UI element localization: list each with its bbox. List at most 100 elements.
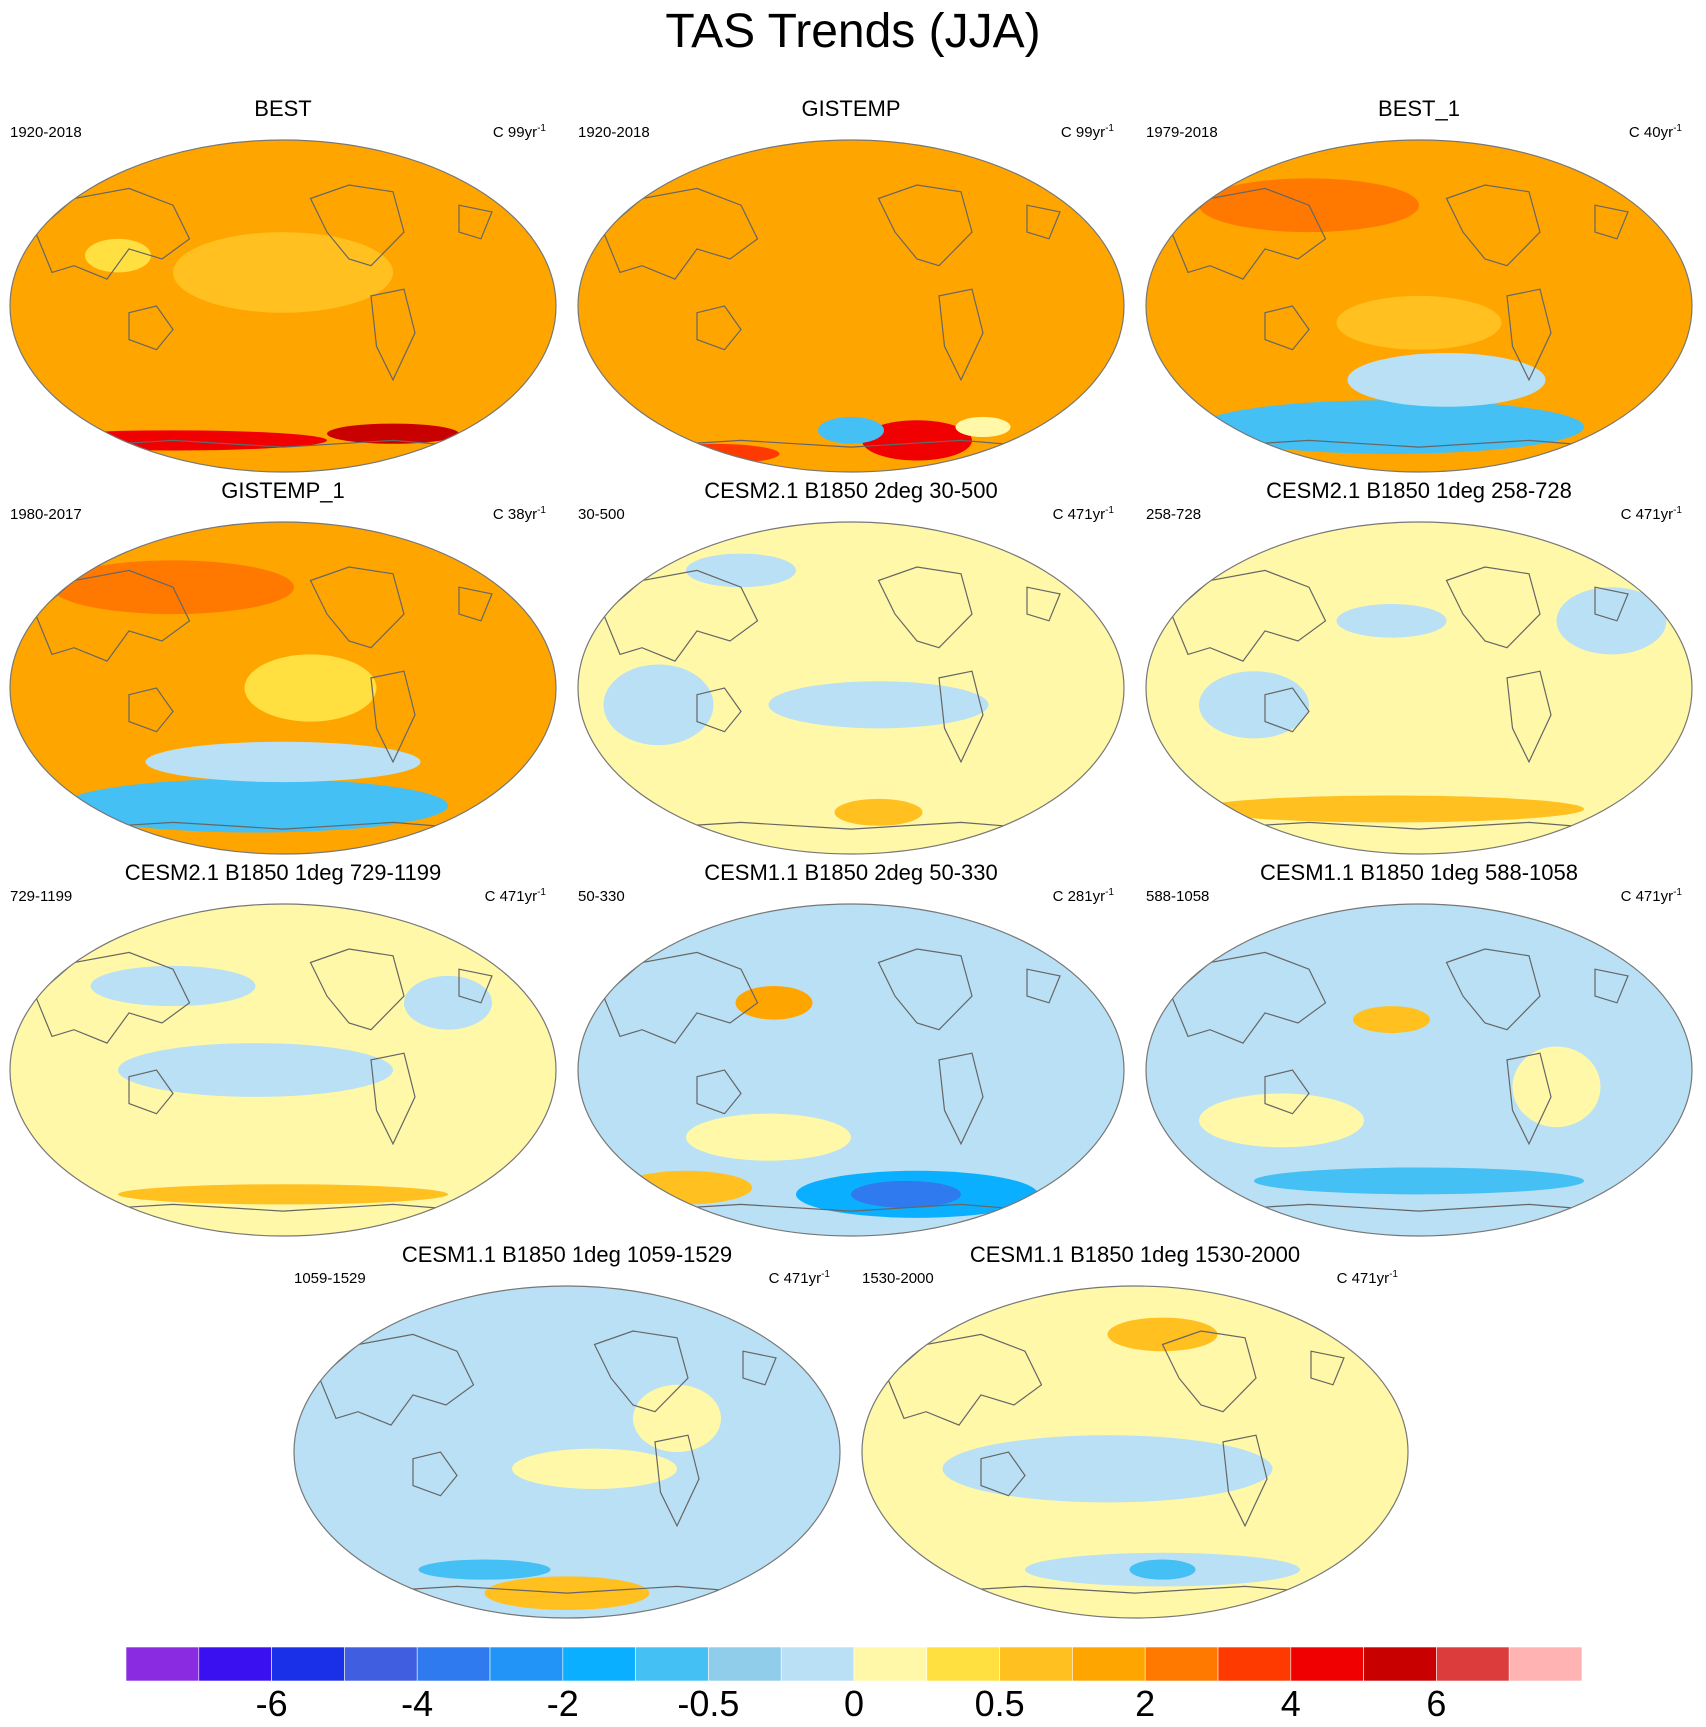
trend-anomaly-region: [173, 232, 393, 313]
coastline: [1445, 566, 1541, 649]
panel-title: GISTEMP_1: [221, 478, 345, 503]
units-text: C 38yr: [492, 506, 538, 523]
trend-anomaly-region: [1199, 1093, 1364, 1148]
coastline: [34, 569, 191, 662]
coastline: [1170, 187, 1327, 280]
coastline: [696, 1069, 742, 1115]
coastline: [1026, 968, 1061, 1004]
coastline: [1310, 1350, 1345, 1386]
panel-units-label: C 471yr-1: [1053, 502, 1114, 524]
coastline: [309, 184, 405, 267]
coastline: [128, 687, 174, 733]
coastline: [1161, 1330, 1257, 1413]
panel-title: BEST_1: [1378, 96, 1460, 121]
map-outline: [1145, 903, 1693, 1237]
coastline: [1506, 670, 1552, 764]
map-panel: BEST 1920-2018 C 99yr-1: [0, 96, 566, 476]
panel-period-label: 1059-1529: [294, 1270, 366, 1287]
units-text: C 99yr: [1060, 124, 1106, 141]
units-exponent: -1: [537, 123, 546, 134]
trend-anomaly-region: [1199, 400, 1584, 454]
trend-anomaly-region: [818, 416, 884, 444]
trend-anomaly-region: [942, 1435, 1273, 1503]
panel-period-label: 1530-2000: [862, 1270, 934, 1287]
trend-anomaly-region: [851, 1180, 961, 1208]
units-text: C 281yr: [1052, 888, 1106, 905]
coastline: [1264, 305, 1310, 351]
coastline: [1026, 586, 1061, 622]
coastline: [980, 1451, 1026, 1497]
units-text: C 471yr: [1052, 506, 1106, 523]
map-plot: [9, 903, 557, 1237]
map-plot: [9, 521, 557, 855]
panel-period-label: 729-1199: [10, 888, 73, 905]
coastline: [630, 1203, 1044, 1212]
coastline: [458, 968, 493, 1004]
trend-anomaly-region: [404, 975, 492, 1030]
panel-period-label: 1920-2018: [10, 124, 82, 141]
map-outline: [9, 903, 557, 1237]
panel-period-label: 258-728: [1146, 506, 1202, 523]
colorbar-swatch: [1436, 1647, 1510, 1681]
colorbar-tick-label: 6: [1426, 1683, 1447, 1724]
coastline: [370, 1052, 416, 1146]
map-plot: [861, 1285, 1409, 1619]
coastline: [877, 566, 973, 649]
coastline: [1594, 968, 1629, 1004]
trend-anomaly-region: [1353, 1006, 1430, 1034]
trend-anomaly-region: [1199, 795, 1584, 823]
coastline: [602, 569, 759, 662]
trend-anomaly-region: [686, 1113, 851, 1161]
colorbar-swatch: [999, 1647, 1073, 1681]
units-exponent: -1: [1673, 887, 1682, 898]
coastline: [1026, 204, 1061, 240]
coastline: [742, 1350, 777, 1386]
coastline: [630, 439, 1044, 448]
coastline: [877, 948, 973, 1031]
map-panel: CESM2.1 B1850 2deg 30-500 30-500 C 471yr-1: [568, 478, 1134, 858]
panel-title: CESM1.1 B1850 1deg 1059-1529: [401, 1242, 733, 1267]
trend-anomaly-region: [90, 965, 256, 1007]
map-outline: [861, 1285, 1409, 1619]
colorbar-swatch: [926, 1647, 1000, 1681]
coastline: [1198, 821, 1612, 830]
coastline: [696, 687, 742, 733]
map-panel: CESM1.1 B1850 1deg 1059-1529 1059-1529 C 4…: [284, 1242, 850, 1622]
map-plot: [9, 139, 557, 473]
coastline: [1198, 1203, 1612, 1212]
map-plot: [1145, 903, 1693, 1237]
colorbar-swatch: [635, 1647, 709, 1681]
map-outline: [577, 903, 1125, 1237]
trend-anomaly-region: [735, 986, 813, 1020]
units-exponent: -1: [537, 887, 546, 898]
colorbar-tick-label: 0.5: [974, 1683, 1025, 1724]
coastline: [370, 288, 416, 382]
coastline: [1170, 569, 1327, 662]
map-outline: [9, 139, 557, 473]
panel-title: BEST: [254, 96, 312, 121]
coastline: [62, 439, 476, 448]
map-base-field: [578, 140, 1124, 472]
panel-title: CESM2.1 B1850 2deg 30-500: [704, 478, 998, 503]
map-panel: CESM1.1 B1850 2deg 50-330 50-330 C 281yr-1: [568, 860, 1134, 1240]
panel-units-label: C 471yr-1: [485, 884, 546, 906]
coastline: [654, 1434, 700, 1528]
coastline: [938, 288, 984, 382]
map-panel: GISTEMP 1920-2018 C 99yr-1: [568, 96, 1134, 476]
colorbar-swatch: [489, 1647, 564, 1681]
units-text: C 471yr: [1620, 506, 1674, 523]
units-text: C 471yr: [1620, 888, 1674, 905]
colorbar-tick-label: 0: [843, 1683, 865, 1724]
units-text: C 471yr: [484, 888, 538, 905]
panel-period-label: 30-500: [578, 506, 625, 523]
coastline: [128, 305, 174, 351]
coastline: [938, 1052, 984, 1146]
map-panel: GISTEMP_1 1980-2017 C 38yr-1: [0, 478, 566, 858]
colorbar-tick-label: -6: [255, 1683, 288, 1724]
trend-anomaly-region: [85, 238, 151, 273]
colorbar-tick-label: 2: [1135, 1683, 1156, 1724]
map-outline: [1145, 139, 1693, 473]
trend-anomaly-region: [145, 741, 421, 783]
coastline: [62, 821, 476, 830]
trend-anomaly-region: [512, 1448, 677, 1489]
